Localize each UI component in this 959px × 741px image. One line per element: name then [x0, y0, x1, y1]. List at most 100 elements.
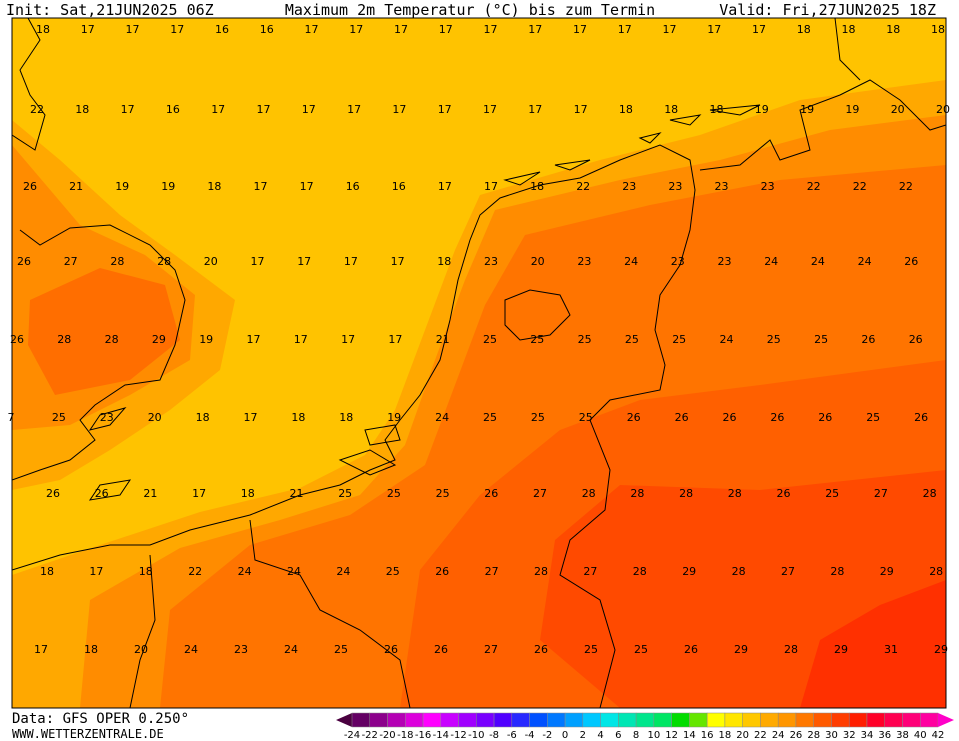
colorbar-box [600, 712, 619, 728]
colorbar-label: 22 [754, 730, 767, 741]
temperature-label: 18 [241, 487, 255, 500]
temperature-label: 26 [909, 333, 923, 346]
colorbar-label: 36 [878, 730, 891, 741]
temperature-label: 26 [484, 487, 498, 500]
temperature-label: 20 [936, 103, 950, 116]
temperature-label: 17 [484, 180, 498, 193]
temperature-label: 17 [573, 23, 587, 36]
temperature-label: 23 [668, 180, 682, 193]
temperature-label: 18 [619, 103, 633, 116]
temperature-label: 17 [121, 103, 135, 116]
colorbar-label: -20 [379, 730, 395, 741]
colorbar-box [884, 712, 903, 728]
temperature-label: 26 [10, 333, 24, 346]
temperature-label: 17 [344, 255, 358, 268]
temperature-label: 26 [434, 643, 448, 656]
temperature-label: 28 [534, 565, 548, 578]
colorbar-label: 12 [665, 730, 678, 741]
temperature-label: 28 [582, 487, 596, 500]
colorbar-label: 4 [597, 730, 603, 741]
temperature-label: 27 [533, 487, 547, 500]
temperature-label: 26 [95, 487, 109, 500]
temperature-label: 23 [671, 255, 685, 268]
temperature-label: 29 [880, 565, 894, 578]
lake [504, 289, 571, 341]
temperature-label: 25 [52, 411, 66, 424]
temperature-label: 17 [294, 333, 308, 346]
temperature-label: 17 [663, 23, 677, 36]
colorbar-arrow [938, 713, 954, 727]
colorbar-box [742, 712, 761, 728]
temperature-label: 28 [105, 333, 119, 346]
colorbar-label: -6 [507, 730, 517, 741]
temperature-label: 26 [904, 255, 918, 268]
temperature-label: 29 [152, 333, 166, 346]
temperature-label: 17 [254, 180, 268, 193]
temperature-label: 19 [387, 411, 401, 424]
temperature-label: 29 [934, 643, 948, 656]
temperature-label: 23 [761, 180, 775, 193]
temperature-label: 17 [391, 255, 405, 268]
temperature-label: 22 [807, 180, 821, 193]
temperature-label: 23 [234, 643, 248, 656]
map-frame [11, 17, 947, 709]
temperature-label: 27 [484, 643, 498, 656]
temperature-label: 25 [334, 643, 348, 656]
temperature-label: 17 [388, 333, 402, 346]
temperature-label: 24 [336, 565, 350, 578]
colorbar-box [511, 712, 530, 728]
temperature-label: 17 [528, 103, 542, 116]
temperature-label: 16 [215, 23, 229, 36]
temperature-label: 28 [830, 565, 844, 578]
colorbar-box [671, 712, 690, 728]
temperature-label: 22 [899, 180, 913, 193]
colorbar-label: -8 [489, 730, 499, 741]
temperature-label: 20 [134, 643, 148, 656]
temperature-label: 20 [891, 103, 905, 116]
temperature-label: 26 [861, 333, 875, 346]
temperature-label: 19 [845, 103, 859, 116]
temperature-label: 23 [622, 180, 636, 193]
temperature-label: 25 [672, 333, 686, 346]
temperature-label: 25 [866, 411, 880, 424]
temperature-label: 17 [752, 23, 766, 36]
colorbar-box [724, 712, 743, 728]
colorbar-box [547, 712, 566, 728]
temperature-label: 29 [682, 565, 696, 578]
coastline [249, 519, 411, 708]
temperature-label: 25 [814, 333, 828, 346]
colorbar-label: 18 [719, 730, 732, 741]
temperature-label: 25 [825, 487, 839, 500]
colorbar-box [866, 712, 885, 728]
temperature-label: 24 [435, 411, 449, 424]
valid-time: Valid: Fri,27JUN2025 18Z [719, 1, 936, 19]
colorbar-label: 0 [562, 730, 568, 741]
temperature-label: 17 [34, 643, 48, 656]
colorbar-label: 6 [615, 730, 621, 741]
temperature-label: 18 [664, 103, 678, 116]
temperature-label: 19 [755, 103, 769, 116]
temperature-label: 21 [290, 487, 304, 500]
temperature-label: 17 [347, 103, 361, 116]
temperature-label: 17 [297, 255, 311, 268]
temperature-label: 24 [720, 333, 734, 346]
temperature-label: 20 [148, 411, 162, 424]
islands [503, 104, 761, 186]
temperature-label: 21 [436, 333, 450, 346]
temperature-label: 24 [764, 255, 778, 268]
temperature-label: 28 [57, 333, 71, 346]
temperature-label: 28 [784, 643, 798, 656]
temperature-label: 17 [438, 103, 452, 116]
colorbar-label: 38 [896, 730, 909, 741]
temperature-label: 28 [679, 487, 693, 500]
colorbar-label: -2 [542, 730, 552, 741]
temperature-label: 20 [204, 255, 218, 268]
colorbar-label: -16 [415, 730, 431, 741]
site-credit: WWW.WETTERZENTRALE.DE [12, 727, 164, 741]
colorbar-label: -24 [344, 730, 360, 741]
colorbar-label: -18 [397, 730, 413, 741]
temperature-label: 28 [110, 255, 124, 268]
temperature-label: 17 [192, 487, 206, 500]
temperature-label: 17 [439, 23, 453, 36]
